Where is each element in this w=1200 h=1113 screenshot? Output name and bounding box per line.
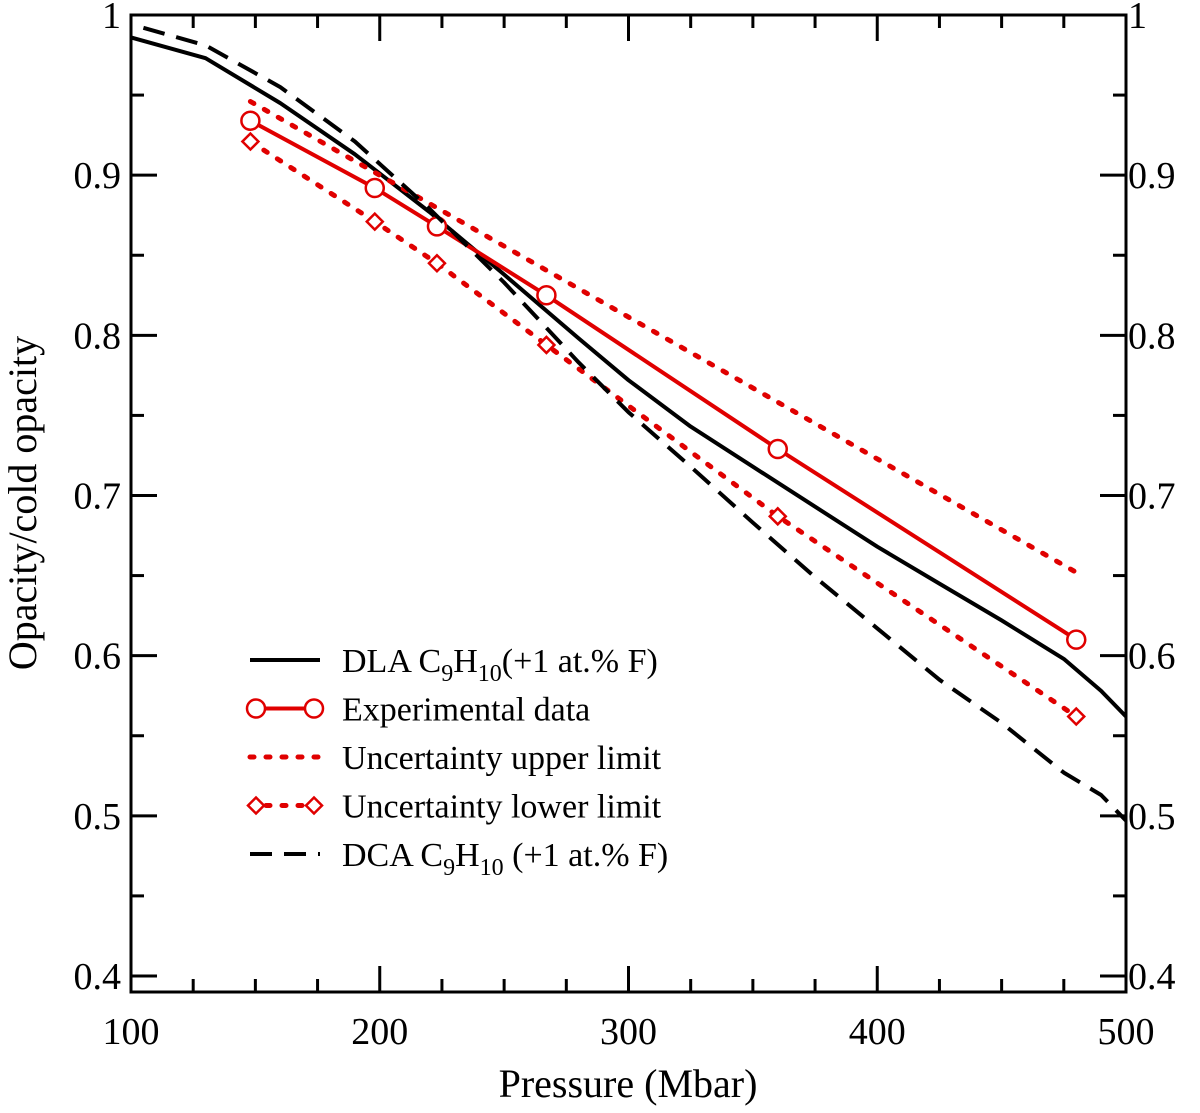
y-tick-label-left: 0.7 bbox=[74, 475, 122, 517]
series-dla bbox=[130, 35, 1128, 718]
y-tick-label-right: 0.6 bbox=[1128, 636, 1176, 678]
series-lower bbox=[240, 131, 1087, 727]
legend-text-part: H bbox=[455, 837, 480, 874]
data-point-lower bbox=[427, 253, 447, 274]
legend-subscript: 10 bbox=[480, 855, 504, 881]
y-tick-label-right: 1 bbox=[1128, 0, 1147, 37]
legend-marker bbox=[303, 698, 325, 719]
legend-subscript: 9 bbox=[441, 661, 453, 687]
data-point-experimental bbox=[1066, 629, 1087, 650]
data-point-experimental bbox=[364, 177, 386, 199]
legend-label: Uncertainty lower limit bbox=[342, 789, 662, 826]
y-tick-label-right: 0.5 bbox=[1128, 796, 1176, 838]
x-axis-title: Pressure (Mbar) bbox=[499, 1061, 758, 1106]
legend-label: Experimental data bbox=[342, 692, 590, 729]
series-line-lower bbox=[247, 139, 1079, 719]
plot-frame bbox=[129, 13, 1128, 994]
data-point-experimental bbox=[767, 438, 788, 460]
legend-text-part: DLA C bbox=[342, 643, 441, 680]
data-point-lower bbox=[1066, 706, 1087, 727]
legend-text-part: (+1 at.% F) bbox=[504, 837, 669, 874]
legend-text-part: Uncertainty upper limit bbox=[342, 740, 662, 777]
series-line-dca bbox=[142, 25, 1128, 822]
y-axis-title: Opacity/cold opacity bbox=[0, 336, 45, 670]
legend-item-dla: DLA C9H10(+1 at.% F) bbox=[250, 643, 658, 687]
y-tick-label-right: 0.7 bbox=[1128, 475, 1176, 517]
series-line-experimental bbox=[249, 118, 1078, 642]
series-layer bbox=[130, 25, 1128, 822]
data-point-lower bbox=[767, 506, 788, 527]
legend-marker bbox=[304, 795, 324, 816]
y-tick-label-left: 1 bbox=[102, 0, 121, 37]
data-point-lower bbox=[536, 335, 557, 355]
series-line-dla bbox=[130, 35, 1128, 718]
y-tick-label-left: 0.8 bbox=[74, 315, 122, 357]
series-dca bbox=[142, 25, 1128, 822]
legend-label: DCA C9H10 (+1 at.% F) bbox=[342, 837, 668, 881]
tick-labels: 100 200 300 400 500 0.4 0.4 0.5 0.5 0.6 0.6 0.7 0.7 0… bbox=[74, 0, 1176, 1053]
data-point-lower bbox=[240, 131, 261, 152]
legend-marker bbox=[245, 698, 267, 719]
legend-text-part: (+1 at.% F) bbox=[502, 643, 658, 680]
x-tick-label: 500 bbox=[1098, 1011, 1155, 1053]
legend-text-part: Experimental data bbox=[342, 692, 590, 729]
data-point-lower bbox=[365, 211, 385, 232]
legend-text-part: DCA C bbox=[342, 837, 443, 874]
legend-subscript: 9 bbox=[443, 855, 455, 881]
legend-subscript: 10 bbox=[478, 661, 502, 687]
data-point-experimental bbox=[240, 110, 261, 131]
x-tick-label: 300 bbox=[600, 1011, 657, 1053]
series-line-upper bbox=[247, 99, 1079, 575]
x-tick-label: 400 bbox=[849, 1011, 906, 1053]
y-tick-label-right: 0.4 bbox=[1128, 956, 1176, 998]
legend-label: Uncertainty upper limit bbox=[342, 740, 662, 777]
axis-ticks bbox=[129, 13, 1128, 992]
legend-item-experimental: Experimental data bbox=[245, 692, 590, 729]
legend: DLA C9H10(+1 at.% F)Experimental dataUnc… bbox=[245, 643, 668, 881]
y-tick-label-right: 0.8 bbox=[1128, 315, 1176, 357]
legend-label: DLA C9H10(+1 at.% F) bbox=[342, 643, 658, 687]
legend-marker bbox=[246, 795, 266, 816]
series-experimental bbox=[240, 110, 1087, 650]
legend-text-part: H bbox=[453, 643, 478, 680]
y-tick-label-left: 0.6 bbox=[74, 636, 122, 678]
y-tick-label-left: 0.4 bbox=[74, 956, 122, 998]
data-point-experimental bbox=[536, 285, 557, 306]
x-tick-label: 200 bbox=[351, 1011, 408, 1053]
legend-item-upper: Uncertainty upper limit bbox=[247, 740, 662, 777]
legend-item-lower: Uncertainty lower limit bbox=[246, 789, 662, 826]
y-tick-label-left: 0.5 bbox=[74, 796, 122, 838]
legend-text-part: Uncertainty lower limit bbox=[342, 789, 662, 826]
series-upper bbox=[247, 99, 1079, 575]
y-tick-label-right: 0.9 bbox=[1128, 155, 1176, 197]
legend-item-dca: DCA C9H10 (+1 at.% F) bbox=[250, 837, 668, 881]
y-tick-label-left: 0.9 bbox=[74, 155, 122, 197]
x-tick-label: 100 bbox=[103, 1011, 160, 1053]
